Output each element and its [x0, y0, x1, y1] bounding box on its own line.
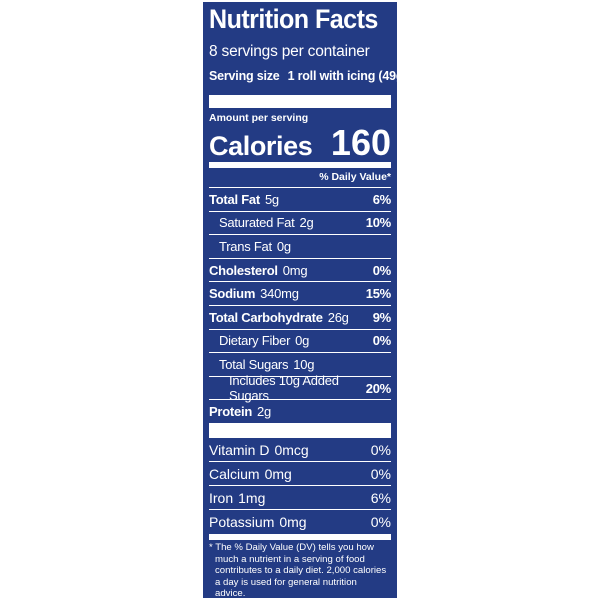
daily-value: 15% — [365, 286, 392, 302]
nutrient-amount: 26g — [327, 309, 349, 325]
nutrient-row: Cholesterol 0mg 0% — [209, 257, 392, 282]
nutrient-amount: 5g — [264, 191, 279, 207]
nutrient-amount: 2g — [257, 404, 272, 420]
nutrient-amount: 340mg — [260, 286, 299, 302]
daily-value: 10% — [365, 215, 392, 231]
nutrient-row: Total Sugars 10g — [209, 352, 391, 376]
serving-size-label: Serving size — [209, 69, 280, 83]
serving-size: Serving size 1 roll with icing (49g) — [209, 69, 407, 83]
nutrient-row: Calcium 0mg 0% — [209, 461, 391, 485]
daily-value: 6% — [370, 489, 391, 506]
nutrient-row: Total Fat 5g 6% — [209, 187, 391, 211]
daily-value: 20% — [365, 380, 392, 396]
nutrient-amount: 0g — [276, 238, 291, 254]
nutrient-name: Includes 10g Added Sugars — [229, 373, 339, 404]
nutrient-name: Calcium — [209, 465, 260, 482]
nutrient-amount: 0mg — [282, 262, 308, 278]
nutrient-name: Protein — [209, 404, 253, 420]
nutrient-amount: 10g — [293, 356, 315, 372]
nutrient-amount: 0mcg — [274, 441, 309, 458]
nutrient-row: Protein 2g — [209, 399, 391, 423]
daily-value-header: % Daily Value* — [319, 171, 391, 183]
daily-value: 6% — [372, 191, 392, 207]
amount-per-serving: Amount per serving — [209, 112, 309, 124]
nutrient-name: Trans Fat — [219, 238, 272, 254]
label-title: Nutrition Facts — [209, 4, 378, 34]
calories-value: 160 — [330, 122, 391, 163]
nutrient-amount: 0mg — [264, 465, 292, 482]
serving-size-value: 1 roll with icing (49g) — [287, 69, 408, 83]
daily-value: 0% — [372, 262, 392, 278]
nutrient-row: Sodium 340mg 15% — [209, 281, 391, 305]
nutrient-name: Vitamin D — [209, 441, 270, 458]
calories-label: Calories — [209, 131, 313, 161]
nutrient-name: Total Fat — [209, 191, 260, 207]
divider-bar — [209, 162, 391, 168]
nutrient-name: Saturated Fat — [219, 215, 295, 231]
nutrient-row: Saturated Fat 2g 10% — [209, 210, 392, 235]
nutrient-name: Iron — [209, 489, 234, 506]
nutrient-amount: 0mg — [279, 513, 307, 530]
divider-bar — [209, 95, 391, 108]
daily-value: 0% — [370, 513, 391, 530]
nutrition-label: Nutrition Facts 8 servings per container… — [203, 2, 407, 599]
daily-value: 0% — [370, 441, 391, 458]
nutrient-row: Total Carbohydrate 26g 9% — [209, 305, 391, 329]
servings: 8 servings per container — [209, 43, 370, 60]
nutrient-row: Trans Fat 0g — [209, 234, 391, 258]
nutrient-name: Dietary Fiber — [219, 333, 291, 349]
nutrient-name: Total Sugars — [219, 356, 289, 372]
nutrient-amount: 0g — [295, 333, 310, 349]
nutrient-name: Cholesterol — [209, 262, 278, 278]
nutrient-name: Potassium — [209, 513, 275, 530]
daily-value: 0% — [372, 333, 392, 349]
nutrient-row: Potassium 0mg 0% — [209, 509, 391, 533]
calories-row: Calories 160 — [209, 122, 391, 164]
daily-value: 9% — [372, 309, 392, 325]
divider-bar — [209, 423, 391, 437]
nutrient-row: Dietary Fiber 0g 0% — [209, 328, 392, 353]
nutrient-row: Vitamin D 0mcg 0% — [209, 437, 391, 461]
daily-value: 0% — [370, 465, 391, 482]
divider-bar — [209, 534, 391, 540]
nutrient-amount: 1mg — [238, 489, 266, 506]
footnote: * The % Daily Value (DV) tells you how m… — [209, 542, 387, 599]
nutrient-row: Includes 10g Added Sugars 20% — [209, 373, 392, 404]
nutrient-amount: 2g — [299, 215, 314, 231]
nutrient-row: Iron 1mg 6% — [209, 485, 391, 509]
nutrient-name: Total Carbohydrate — [209, 309, 323, 325]
nutrient-name: Sodium — [209, 286, 256, 302]
